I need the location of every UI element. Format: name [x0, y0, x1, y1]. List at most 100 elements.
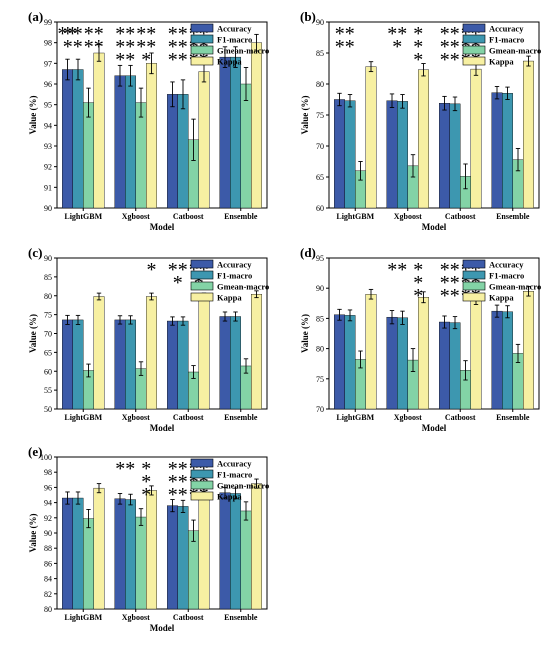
error-bar — [65, 58, 70, 81]
bar-f1-macro — [72, 319, 84, 410]
y-tick-label: 90 — [44, 254, 52, 263]
bar-f1-macro — [344, 100, 356, 209]
error-bar — [96, 483, 102, 494]
y-tick-label: 70 — [316, 405, 324, 414]
bar-f1-macro — [177, 506, 189, 610]
bar-kappa — [198, 296, 210, 410]
y-tick-label: 60 — [44, 367, 52, 376]
error-bar — [452, 316, 458, 330]
error-bar — [75, 491, 81, 505]
y-tick-label: 75 — [316, 375, 324, 384]
error-bar — [75, 314, 81, 325]
legend-swatch-kappa — [462, 292, 486, 302]
y-tick-label: 55 — [44, 386, 52, 395]
y-tick-label: 94 — [44, 121, 52, 130]
x-tick-label: LightGBM — [64, 212, 102, 221]
error-bar — [515, 148, 521, 172]
y-tick-label: 85 — [316, 49, 324, 58]
x-tick-label: Xgboost — [122, 212, 150, 221]
x-tick-label: Ensemble — [496, 413, 530, 422]
legend-swatch-kappa — [462, 56, 486, 66]
y-tick-label: 98 — [44, 39, 52, 48]
error-bar — [410, 348, 416, 373]
legend-swatch-kappa — [190, 292, 214, 302]
y-axis-title: Value (%) — [28, 314, 38, 353]
significance-stars: ** — [115, 49, 135, 71]
significance-stars: ** — [115, 458, 135, 480]
x-tick-label: LightGBM — [64, 613, 102, 622]
bar-kappa — [251, 42, 262, 209]
significance-stars: * — [141, 484, 151, 506]
bar-accuracy — [219, 492, 231, 610]
y-tick-label: 60 — [316, 204, 324, 213]
error-bar — [505, 305, 510, 319]
error-bar — [421, 291, 426, 304]
y-axis-title: Value (%) — [300, 96, 310, 135]
bar-kappa — [146, 63, 157, 209]
error-bar — [149, 52, 154, 75]
legend-label: F1-macro — [217, 271, 252, 281]
legend-label: Gmean-macro — [489, 46, 541, 56]
significance-stars: ** — [335, 23, 355, 45]
legend-label: Accuracy — [217, 459, 252, 469]
error-bar — [170, 316, 175, 326]
legend-swatch-f1-macro — [462, 34, 486, 44]
error-bar — [421, 63, 426, 77]
bar-accuracy — [334, 99, 345, 209]
error-bar — [65, 314, 70, 325]
error-bar — [358, 161, 363, 181]
bar-gmean-macro — [83, 102, 94, 209]
error-bar — [180, 79, 186, 110]
error-bar — [400, 310, 405, 325]
significance-stars: * — [413, 23, 423, 45]
y-tick-label: 90 — [44, 204, 52, 213]
bar-kappa — [365, 294, 377, 410]
legend-swatch-accuracy — [462, 259, 486, 269]
error-bar — [368, 288, 374, 300]
x-tick-label: Xgboost — [122, 613, 150, 622]
significance-stars: ** — [168, 49, 188, 71]
bar-accuracy — [167, 505, 178, 610]
chart-panel-1: (a) 90 91 92 93 94 95 96 97 98 99 Value (%) Model Lig… — [28, 9, 269, 232]
legend-swatch-accuracy — [462, 23, 486, 33]
legend-label: Accuracy — [217, 24, 252, 34]
bar-kappa — [93, 487, 105, 610]
error-bar — [463, 360, 468, 381]
legend-swatch-gmean-macro — [190, 281, 214, 291]
significance-stars: * — [147, 259, 157, 281]
significance-stars: ** — [136, 23, 156, 45]
significance-stars: ** — [440, 285, 460, 307]
chart-panel-3: (c) 50 55 60 65 70 75 80 85 90 Value (%) Model Light… — [28, 245, 269, 433]
bar-f1-macro — [230, 316, 241, 410]
bar-accuracy — [491, 92, 503, 209]
bar-accuracy — [219, 316, 231, 410]
bar-f1-macro — [449, 103, 461, 209]
bar-f1-macro — [72, 497, 84, 610]
error-bar — [128, 493, 133, 506]
significance-stars: ** — [168, 259, 188, 281]
significance-stars: * — [173, 272, 183, 294]
panel-label: (e) — [28, 444, 42, 459]
y-tick-label: 85 — [316, 314, 324, 323]
error-bar — [180, 499, 186, 513]
significance-stars: ** — [63, 36, 83, 58]
y-axis-title: Value (%) — [28, 96, 38, 135]
bar-gmean-macro — [188, 530, 199, 610]
y-tick-label: 75 — [44, 311, 52, 320]
error-bar — [442, 95, 447, 111]
y-tick-label: 96 — [44, 483, 52, 492]
error-bar — [222, 486, 228, 499]
legend-swatch-accuracy — [190, 259, 214, 269]
y-tick-label: 92 — [44, 163, 52, 172]
bar-f1-macro — [72, 69, 84, 209]
bar-kappa — [146, 296, 157, 410]
bar-accuracy — [439, 103, 450, 209]
bar-accuracy — [219, 56, 231, 209]
error-bar — [337, 308, 342, 321]
chart-panel-2: (b) 60 65 70 75 80 85 90 Value (%) Model LightGBM X… — [300, 9, 541, 232]
bar-kappa — [198, 71, 210, 209]
bar-kappa — [251, 294, 262, 410]
y-tick-label: 65 — [316, 173, 324, 182]
